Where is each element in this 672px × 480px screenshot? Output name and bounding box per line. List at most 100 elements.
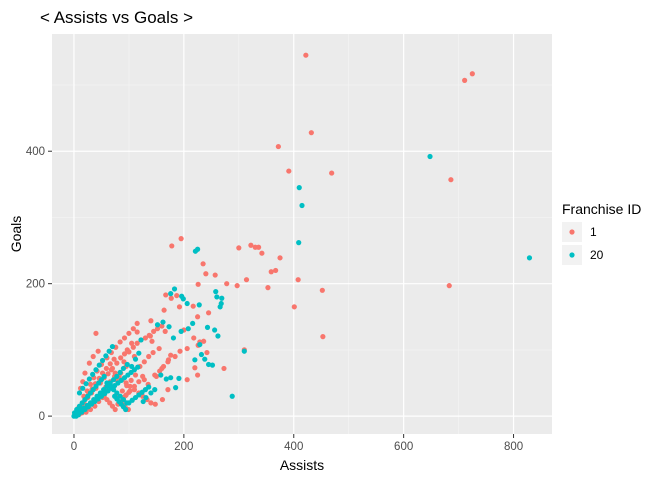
data-point: [448, 177, 454, 183]
data-point: [174, 292, 180, 299]
data-point: [469, 71, 475, 77]
data-point: [178, 328, 184, 334]
chart-title: < Assists vs Goals >: [40, 8, 193, 27]
data-point: [212, 327, 218, 333]
data-point: [90, 353, 96, 360]
data-point: [255, 244, 262, 250]
data-point: [93, 367, 99, 373]
data-point: [209, 362, 216, 368]
data-point: [213, 289, 219, 295]
data-point: [131, 383, 138, 389]
data-point: [184, 300, 190, 307]
data-point: [158, 372, 164, 378]
data-point: [268, 269, 274, 275]
data-point: [248, 242, 254, 248]
data-point: [110, 387, 117, 393]
data-point: [80, 385, 86, 391]
data-point: [148, 400, 154, 406]
data-point: [152, 401, 158, 407]
data-point: [192, 248, 199, 254]
data-point: [141, 359, 147, 365]
x-tick-label: 200: [174, 441, 193, 453]
legend-label: 1: [590, 225, 597, 239]
data-point: [90, 371, 96, 377]
data-point: [161, 307, 167, 313]
data-point: [180, 296, 186, 302]
data-point: [111, 356, 117, 362]
data-point: [142, 335, 149, 341]
data-point: [121, 335, 128, 341]
legend-key-point: [569, 252, 575, 258]
data-point: [176, 375, 182, 381]
data-point: [86, 360, 92, 366]
data-point: [120, 365, 127, 372]
data-point: [146, 332, 152, 338]
data-point: [229, 393, 235, 399]
data-point: [177, 348, 183, 354]
data-point: [157, 368, 163, 374]
data-point: [291, 304, 297, 310]
data-point: [329, 170, 335, 176]
data-point: [103, 353, 109, 359]
data-point: [160, 363, 167, 370]
data-point: [128, 377, 134, 383]
data-point: [166, 324, 172, 330]
data-point: [215, 333, 221, 339]
y-axis-ticks: 0 200 400: [26, 146, 52, 423]
data-point: [150, 349, 156, 356]
data-points: [71, 52, 533, 419]
data-point: [219, 295, 225, 301]
data-point: [121, 351, 128, 357]
data-point: [130, 326, 136, 332]
data-point: [93, 330, 99, 336]
data-point: [156, 345, 162, 352]
data-point: [134, 340, 140, 346]
data-point: [184, 377, 190, 383]
data-point: [162, 328, 168, 334]
data-point: [320, 334, 326, 340]
x-axis-ticks: 0 200 400 600 800: [71, 434, 523, 453]
data-point: [126, 330, 132, 336]
data-point: [152, 387, 158, 393]
data-point: [154, 326, 161, 332]
data-point: [140, 373, 146, 379]
data-point: [197, 341, 203, 348]
data-point: [126, 349, 132, 355]
data-point: [168, 352, 174, 358]
data-point: [119, 388, 125, 394]
data-point: [83, 381, 89, 387]
data-point: [200, 261, 206, 267]
data-point: [234, 283, 240, 289]
data-point: [204, 349, 210, 356]
data-point: [99, 357, 106, 364]
data-point: [184, 345, 190, 352]
x-tick-label: 400: [284, 441, 303, 453]
data-point: [221, 365, 227, 372]
y-tick-label: 200: [26, 279, 45, 291]
data-point: [172, 353, 178, 360]
data-point: [114, 390, 120, 396]
data-point: [296, 240, 302, 246]
y-tick-label: 400: [26, 146, 45, 158]
data-point: [169, 243, 175, 249]
y-axis-title: Goals: [8, 216, 24, 253]
data-point: [217, 304, 223, 310]
data-point: [296, 185, 302, 191]
data-point: [96, 362, 102, 368]
data-point: [319, 287, 325, 293]
data-point: [140, 398, 146, 405]
x-tick-label: 0: [71, 441, 77, 453]
data-point: [107, 361, 113, 367]
data-point: [259, 250, 265, 256]
data-point: [159, 323, 165, 329]
data-point: [108, 367, 114, 373]
data-point: [151, 328, 157, 334]
data-point: [195, 372, 201, 378]
data-point: [114, 360, 120, 366]
data-point: [203, 271, 209, 277]
data-point: [205, 361, 212, 368]
major-gridlines: [52, 34, 552, 434]
data-point: [127, 388, 133, 394]
data-point: [103, 365, 109, 372]
